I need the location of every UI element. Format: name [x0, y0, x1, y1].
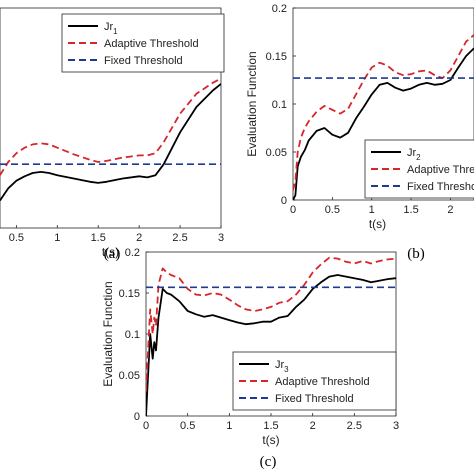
y-tick-label: 0.05	[119, 370, 140, 382]
axes-box	[0, 7, 222, 229]
chart-panel-c: 0 0.5 1 1.5 2 2.5 3 0 0.05 0.1 0.15 0.2 t(s) Evaluati…	[101, 247, 399, 470]
legend-box	[61, 13, 225, 73]
adaptive-threshold-line	[293, 34, 474, 191]
x-tick-label: 0	[143, 420, 149, 432]
y-tick-label: 0.2	[125, 247, 140, 259]
x-tick-label: 0.5	[325, 204, 340, 216]
chart-panel-b: 0 0.5 1 1.5 2 0 0.05 0.1 0.15 0.2 t(s) Evaluation F…	[245, 3, 474, 262]
x-tick-label: 2.5	[172, 232, 187, 244]
x-tick-label: 2	[310, 420, 316, 432]
x-tick-label: 3	[218, 232, 224, 244]
x-tick-label: 0.5	[180, 420, 195, 432]
x-tick-label: 2	[136, 232, 142, 244]
x-tick-label: 1.5	[263, 420, 278, 432]
x-tick-label: 1	[369, 204, 375, 216]
legend-label-fixed-threshold-line: Fixed Threshold	[275, 393, 354, 405]
y-tick-label: 0.1	[125, 329, 140, 341]
y-tick-label: 0.1	[272, 99, 287, 111]
panel-label: (b)	[407, 246, 425, 262]
y-axis-label: Evaluation Function	[101, 281, 115, 386]
plot-area	[0, 77, 221, 202]
legend: Jr2 Adaptive Threshold Fixed Threshold	[364, 139, 474, 199]
legend-label-jr-line: Jr1	[104, 21, 118, 36]
y-tick-label: 0	[134, 411, 140, 423]
y-tick-label: 0.05	[266, 147, 287, 159]
jr-line	[146, 274, 396, 416]
panel-label: (c)	[260, 454, 277, 470]
x-tick-label: 2.5	[347, 420, 362, 432]
jr-line	[0, 83, 221, 202]
x-tick-label: 1	[54, 232, 60, 244]
legend: Jr1 Adaptive Threshold Fixed Threshold	[61, 13, 225, 73]
x-axis-label: t(s)	[102, 245, 119, 259]
x-tick-label: 0.5	[9, 232, 24, 244]
legend-label-fixed-threshold-line: Fixed Threshold	[407, 181, 474, 193]
y-tick-label: 0.15	[119, 288, 140, 300]
legend-label-fixed-threshold-line: Fixed Threshold	[104, 55, 183, 67]
jr-line	[293, 47, 474, 200]
x-tick-label: 1.5	[403, 204, 418, 216]
legend-label-jr-line: Jr2	[407, 147, 421, 162]
legend-label-jr-line: Jr3	[275, 359, 289, 374]
y-tick-label: 0.2	[272, 3, 287, 15]
x-tick-label: 1	[226, 420, 232, 432]
legend-label-adaptive-threshold-line: Adaptive Threshold	[275, 376, 370, 388]
adaptive-threshold-line	[146, 256, 396, 392]
chart-panel-a: 0.5 1 1.5 2 2.5 3 t(s) Jr1 Adaptive Threshold Fix…	[0, 7, 225, 262]
x-tick-label: 2	[447, 204, 453, 216]
x-axis-label: t(s)	[369, 217, 386, 231]
plot-area	[293, 34, 474, 200]
panel-label: (a)	[104, 246, 121, 262]
legend-label-adaptive-threshold-line: Adaptive Threshold	[407, 164, 474, 176]
y-tick-label: 0.15	[266, 51, 287, 63]
legend: Jr3 Adaptive Threshold Fixed Threshold	[232, 351, 397, 411]
x-tick-label: 3	[393, 420, 399, 432]
legend-box	[232, 351, 397, 411]
x-tick-label: 1.5	[91, 232, 106, 244]
legend-label-adaptive-threshold-line: Adaptive Threshold	[104, 38, 199, 50]
x-tick-label: 0	[290, 204, 296, 216]
x-axis-label: t(s)	[262, 433, 279, 447]
plot-area	[146, 256, 396, 416]
y-axis-label: Evaluation Function	[245, 51, 259, 156]
y-tick-label: 0	[281, 195, 287, 207]
adaptive-threshold-line	[0, 77, 221, 176]
